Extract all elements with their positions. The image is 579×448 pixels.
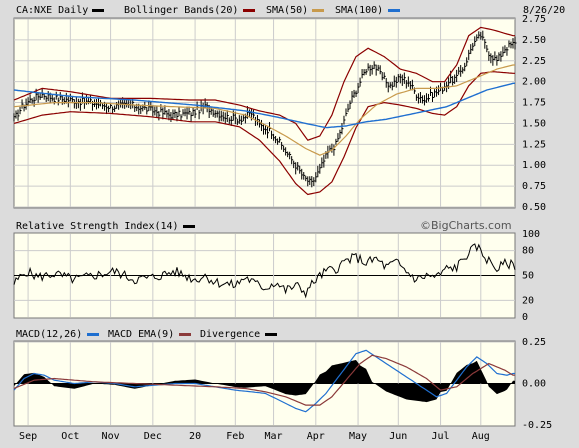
price-y-tick: 2.50 [522, 35, 546, 46]
divergence-legend-swatch [265, 333, 277, 336]
macd-y-tick: 0.00 [522, 379, 546, 390]
bollinger-lower-line [13, 70, 515, 196]
macd-y-tick-labels: 0.25 0.00 -0.25 [522, 337, 552, 431]
price-y-tick: 1.25 [522, 139, 546, 150]
x-axis-label: Jul [432, 431, 450, 442]
macd-ema-legend-swatch [179, 333, 191, 336]
rsi-y-tick: 20 [522, 295, 534, 306]
price-y-tick: 1.50 [522, 118, 546, 129]
price-y-tick: 2.00 [522, 77, 546, 88]
x-axis-label: Apr [307, 431, 325, 442]
price-y-tick: 2.25 [522, 56, 546, 67]
x-axis-label: May [349, 431, 367, 442]
macd-ema-title: MACD EMA(9) [108, 329, 174, 340]
x-axis-label: 20 [189, 431, 201, 442]
x-axis-label: Nov [102, 431, 120, 442]
bollinger-upper-line [13, 26, 515, 141]
macd-y-tick: 0.25 [522, 337, 546, 348]
divergence-histogram [14, 360, 515, 403]
price-y-tick-labels: 2.75 2.50 2.25 2.00 1.75 1.50 1.25 1.00 0.75 0.50 [522, 14, 546, 213]
legend-bollinger-swatch [243, 9, 255, 12]
macd-legend-swatch [87, 333, 99, 336]
rsi-line [13, 243, 516, 299]
rsi-y-tick: 0 [522, 312, 528, 323]
rsi-y-tick: 100 [522, 229, 540, 240]
bigcharts-watermark: ©BigCharts.com [420, 219, 512, 232]
rsi-y-tick: 50 [522, 271, 534, 282]
ticker-legend-swatch [92, 9, 104, 12]
divergence-title: Divergence [200, 329, 260, 340]
x-axis-labels: Sep Oct Nov Dec 20 Feb Mar Apr May Jun Jul Aug [19, 431, 490, 442]
price-y-tick: 2.75 [522, 14, 546, 25]
macd-series-group [13, 349, 515, 413]
sma100-line [13, 82, 515, 129]
price-y-tick: 0.50 [522, 202, 546, 213]
ticker-label: CA:NXE Daily [16, 5, 88, 16]
rsi-series-group [13, 243, 516, 299]
macd-ema-line [13, 354, 515, 406]
rsi-legend-swatch [183, 225, 195, 228]
x-axis-label: Aug [472, 431, 490, 442]
price-series-group [13, 26, 517, 196]
legend-sma50-swatch [312, 9, 324, 12]
price-y-tick: 0.75 [522, 181, 546, 192]
sma50-line [13, 64, 515, 156]
legend-sma100-label: SMA(100) [335, 5, 383, 16]
x-axis-label: Dec [144, 431, 162, 442]
chart-date: 8/26/20 [523, 5, 565, 16]
x-axis-label: Jun [389, 431, 407, 442]
macd-title: MACD(12,26) [16, 329, 82, 340]
rsi-title: Relative Strength Index(14) [16, 221, 179, 232]
x-axis-label: Mar [265, 431, 283, 442]
price-grid [14, 18, 515, 208]
price-y-tick: 1.75 [522, 98, 546, 109]
legend-bollinger-label: Bollinger Bands(20) [124, 5, 238, 16]
x-axis-label: Oct [61, 431, 79, 442]
x-axis-label: Sep [19, 431, 37, 442]
price-y-tick: 1.00 [522, 160, 546, 171]
legend-sma100-swatch [388, 9, 400, 12]
macd-y-tick: -0.25 [522, 420, 552, 431]
rsi-y-tick-labels: 100 80 50 20 0 [522, 229, 540, 323]
rsi-y-tick: 80 [522, 246, 534, 257]
x-axis-label: Feb [226, 431, 244, 442]
legend-sma50-label: SMA(50) [266, 5, 308, 16]
